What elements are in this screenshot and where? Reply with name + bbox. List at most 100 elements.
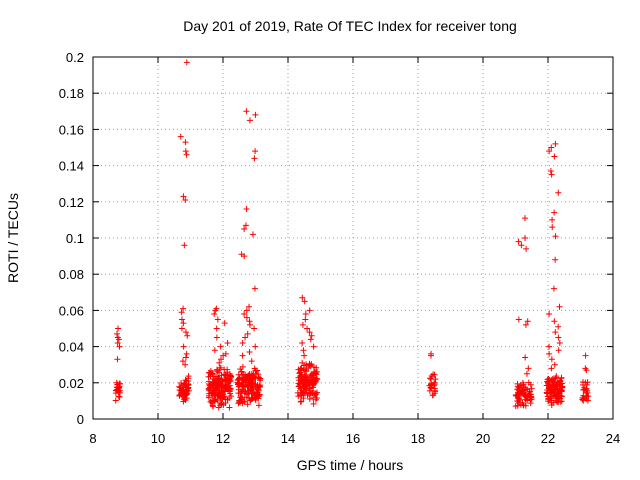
data-point: [299, 294, 306, 301]
data-point: [117, 380, 124, 387]
data-point: [179, 393, 186, 400]
data-point: [556, 303, 563, 310]
data-point: [205, 394, 212, 401]
data-point: [256, 383, 263, 390]
data-point: [224, 339, 231, 346]
data-point: [205, 385, 212, 392]
data-point: [546, 377, 553, 384]
data-point: [213, 377, 220, 384]
data-point: [243, 307, 250, 314]
data-point: [182, 329, 189, 336]
data-point: [512, 391, 519, 398]
data-point: [550, 389, 557, 396]
data-point: [244, 330, 251, 337]
data-point: [239, 383, 246, 390]
data-point: [181, 242, 188, 249]
y-tick-label: 0.04: [59, 340, 84, 355]
data-point: [545, 398, 552, 405]
data-point: [306, 329, 313, 336]
data-point: [183, 350, 190, 357]
data-point: [312, 378, 319, 385]
data-point: [252, 343, 259, 350]
data-point: [294, 389, 301, 396]
data-point: [545, 380, 552, 387]
data-point: [550, 285, 557, 292]
data-point: [555, 323, 562, 330]
data-point: [247, 385, 254, 392]
data-point: [178, 390, 185, 397]
data-point: [546, 350, 553, 357]
data-point: [220, 391, 227, 398]
data-point: [310, 343, 317, 350]
data-point: [182, 148, 189, 155]
data-point: [115, 325, 122, 332]
data-point: [555, 347, 562, 354]
data-point: [428, 373, 435, 380]
data-point: [428, 380, 435, 387]
data-point: [213, 325, 220, 332]
data-point: [549, 224, 556, 231]
data-point: [527, 381, 534, 388]
data-point: [429, 392, 436, 399]
data-point: [523, 245, 530, 252]
data-point: [523, 370, 530, 377]
data-point: [555, 189, 562, 196]
data-point: [239, 400, 246, 407]
data-point: [247, 397, 254, 404]
data-point: [308, 390, 315, 397]
data-point: [519, 400, 526, 407]
data-point: [304, 325, 311, 332]
data-point: [182, 139, 189, 146]
data-point: [524, 397, 531, 404]
data-point: [582, 352, 589, 359]
data-point: [312, 396, 319, 403]
data-point: [242, 334, 249, 341]
data-point: [239, 339, 246, 346]
x-tick-label: 16: [346, 431, 360, 446]
data-point: [301, 352, 308, 359]
data-point: [546, 311, 553, 318]
data-point: [299, 339, 306, 346]
data-point: [210, 403, 217, 410]
data-point: [306, 307, 313, 314]
data-point: [246, 303, 253, 310]
data-point: [214, 378, 221, 385]
data-point: [178, 316, 185, 323]
data-point: [244, 391, 251, 398]
plot-frame: [92, 56, 614, 420]
chart-title: Day 201 of 2019, Rate Of TEC Index for r…: [183, 18, 517, 34]
data-point: [548, 144, 555, 151]
data-point: [583, 393, 590, 400]
data-point: [246, 318, 253, 325]
data-point: [300, 395, 307, 402]
data-point: [524, 318, 531, 325]
data-point: [249, 381, 256, 388]
data-point: [228, 393, 235, 400]
data-point: [296, 377, 303, 384]
data-point: [214, 367, 221, 374]
data-point: [182, 196, 189, 203]
data-point: [515, 394, 522, 401]
data-point: [179, 358, 186, 365]
data-point: [557, 383, 564, 390]
data-point: [252, 367, 259, 374]
data-point: [213, 373, 220, 380]
data-point: [178, 309, 185, 316]
data-point: [180, 193, 187, 200]
data-point: [522, 354, 529, 361]
data-point: [235, 371, 242, 378]
data-point: [515, 387, 522, 394]
data-point: [183, 59, 190, 66]
data-point: [183, 151, 190, 158]
data-point: [182, 361, 189, 368]
data-point: [252, 111, 259, 118]
x-tick-label: 14: [281, 431, 295, 446]
data-point: [241, 388, 248, 395]
data-point: [246, 349, 253, 356]
data-point: [522, 215, 529, 222]
y-tick-label: 0.12: [59, 195, 84, 210]
data-point: [239, 352, 246, 359]
data-point: [306, 395, 313, 402]
data-point: [302, 316, 309, 323]
data-point: [524, 392, 531, 399]
